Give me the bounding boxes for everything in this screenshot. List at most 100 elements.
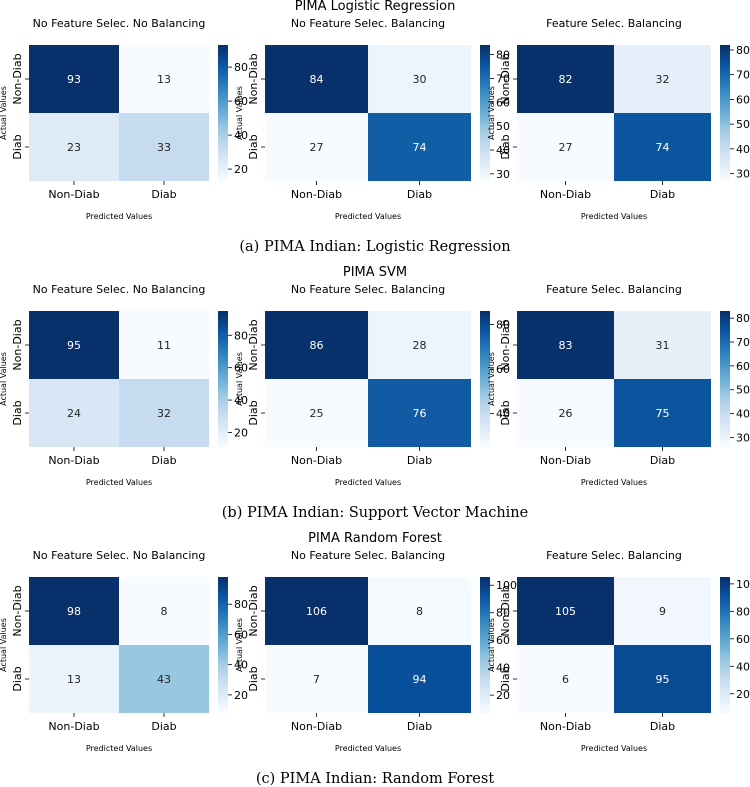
y-axis-label: Actual Values: [235, 86, 244, 140]
colorbar-segment: [480, 373, 490, 376]
cell-value: 106: [306, 605, 327, 618]
colorbar-segment: [720, 139, 730, 142]
colorbar-segment: [218, 639, 228, 642]
x-axis-label: Predicted Values: [86, 744, 152, 753]
colorbar-segment: [720, 115, 730, 118]
colorbar-segment: [720, 61, 730, 64]
colorbar-segment: [480, 335, 490, 338]
colorbar-segment: [720, 651, 730, 654]
y-tick-label: Diab: [499, 134, 512, 159]
colorbar-segment: [218, 387, 228, 390]
colorbar-segment: [720, 709, 730, 712]
cell-value: 30: [413, 73, 427, 86]
colorbar-segment: [720, 317, 730, 320]
colorbar-segment: [480, 697, 490, 700]
cell-value: 83: [559, 339, 573, 352]
heatmap-cell: [368, 379, 471, 447]
colorbar-segment: [720, 315, 730, 318]
colorbar-segment: [218, 65, 228, 68]
colorbar-segment: [480, 617, 490, 620]
colorbar-segment: [218, 709, 228, 712]
y-axis-label: Actual Values: [487, 352, 496, 406]
cell-value: 31: [656, 339, 670, 352]
cell-value: 95: [656, 673, 670, 686]
colorbar-segment: [218, 339, 228, 342]
colorbar-segment: [218, 631, 228, 634]
y-axis-label: Actual Values: [487, 618, 496, 672]
y-axis-label: Actual Values: [0, 618, 8, 672]
colorbar-segment: [720, 649, 730, 652]
panel-title: Feature Selec. Balancing: [546, 549, 682, 562]
colorbar-segment: [218, 51, 228, 54]
colorbar-segment: [720, 385, 730, 388]
colorbar-segment: [218, 697, 228, 700]
colorbar-segment: [218, 367, 228, 370]
colorbar-segment: [720, 443, 730, 446]
cell-value: 75: [656, 407, 670, 420]
heatmap-cell: [368, 45, 471, 113]
y-tick-label: Diab: [11, 134, 24, 159]
colorbar-segment: [218, 399, 228, 402]
colorbar-segment: [720, 701, 730, 704]
colorbar-tick-label: 40: [234, 659, 248, 672]
colorbar-segment: [480, 179, 490, 182]
panel-title: No Feature Selec. No Balancing: [33, 283, 206, 296]
colorbar-segment: [218, 141, 228, 144]
figure-row: PIMA SVM No Feature Selec. No Balancing 95…: [0, 265, 750, 521]
y-tick-label: Non-Diab: [247, 585, 260, 636]
colorbar-segment: [480, 635, 490, 638]
colorbar-segment: [218, 625, 228, 628]
heatmap-cell: [614, 45, 711, 113]
y-tick-label: Non-Diab: [247, 53, 260, 104]
colorbar-segment: [218, 359, 228, 362]
colorbar-segment: [480, 177, 490, 180]
colorbar-segment: [218, 677, 228, 680]
colorbar-segment: [720, 125, 730, 128]
colorbar-segment: [218, 673, 228, 676]
colorbar-segment: [720, 637, 730, 640]
colorbar-segment: [218, 149, 228, 152]
colorbar-segment: [480, 361, 490, 364]
colorbar-segment: [218, 641, 228, 644]
panel-title: No Feature Selec. No Balancing: [33, 549, 206, 562]
colorbar-segment: [480, 673, 490, 676]
colorbar-segment: [480, 371, 490, 374]
colorbar-segment: [218, 165, 228, 168]
colorbar-segment: [720, 55, 730, 58]
colorbar-segment: [480, 643, 490, 646]
colorbar-segment: [218, 103, 228, 106]
colorbar-segment: [218, 125, 228, 128]
colorbar-segment: [218, 57, 228, 60]
figure-caption: (a) PIMA Indian: Logistic Regression: [239, 239, 510, 255]
colorbar-tick-label: 20: [234, 689, 248, 702]
colorbar-tick-label: 20: [496, 689, 510, 702]
colorbar-segment: [720, 329, 730, 332]
colorbar-segment: [480, 655, 490, 658]
colorbar-segment: [720, 703, 730, 706]
colorbar-segment: [720, 707, 730, 710]
colorbar-segment: [218, 401, 228, 404]
figure-row: PIMA Random Forest No Feature Selec. No B…: [0, 531, 750, 787]
colorbar-segment: [218, 343, 228, 346]
colorbar-segment: [218, 81, 228, 84]
colorbar-segment: [480, 141, 490, 144]
colorbar-segment: [480, 339, 490, 342]
colorbar-segment: [720, 137, 730, 140]
colorbar-segment: [218, 599, 228, 602]
colorbar-segment: [480, 407, 490, 410]
x-axis-label: Predicted Values: [581, 478, 647, 487]
colorbar-segment: [218, 627, 228, 630]
colorbar-segment: [218, 621, 228, 624]
colorbar-segment: [480, 137, 490, 140]
colorbar-segment: [218, 667, 228, 670]
cell-value: 23: [67, 141, 81, 154]
colorbar-segment: [218, 127, 228, 130]
x-tick-label: Non-Diab: [291, 188, 342, 201]
colorbar-segment: [218, 411, 228, 414]
colorbar-segment: [480, 679, 490, 682]
colorbar-segment: [480, 91, 490, 94]
colorbar-segment: [480, 323, 490, 326]
colorbar-segment: [218, 169, 228, 172]
colorbar-segment: [480, 143, 490, 146]
colorbar-segment: [720, 435, 730, 438]
